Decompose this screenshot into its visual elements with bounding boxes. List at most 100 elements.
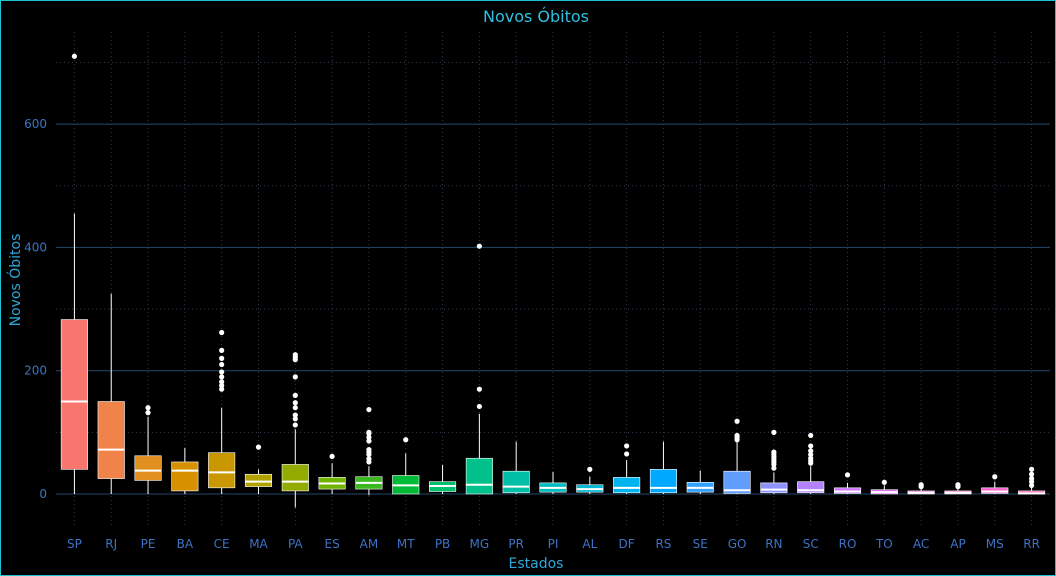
outlier-point [366,429,372,435]
box-iqr [281,464,309,492]
chart-title: Novos Óbitos [483,7,589,26]
x-tick-label: BA [177,537,194,551]
x-tick-label: SP [67,537,82,551]
outlier-point [71,53,78,59]
box-iqr [97,401,125,479]
box-iqr [613,477,641,494]
box-iqr [649,469,677,494]
x-tick-label: AL [582,537,597,551]
outlier-point [145,410,151,416]
x-axis-title: Estados [509,556,564,572]
outlier-point [292,400,298,406]
x-tick-label: MS [986,537,1004,551]
outlier-point [1028,466,1035,472]
outlier-point [881,479,887,485]
outlier-point [219,361,225,368]
outlier-point [219,379,225,385]
outlier-point [219,355,225,361]
box-iqr [60,319,88,470]
y-tick-label: 0 [39,487,47,501]
box-iqr [465,457,493,495]
outlier-point [366,438,372,444]
box-iqr [171,461,199,492]
box-iqr [134,455,162,481]
outlier-point [366,406,372,413]
outlier-point [771,429,777,435]
outlier-point [808,432,814,439]
x-tick-label: RR [1023,537,1040,551]
outlier-point [292,405,298,411]
outlier-point [219,374,225,380]
x-tick-label: DF [619,537,635,551]
outlier-point [403,437,409,443]
outlier-point [219,382,225,389]
outlier-point [219,386,225,392]
outlier-point [366,447,372,453]
outlier-point [219,347,225,353]
y-tick-label: 600 [24,117,47,131]
box-iqr [723,470,751,494]
outlier-point [808,443,814,449]
outlier-point [808,448,814,454]
x-tick-label: PE [141,537,156,551]
outlier-point [844,472,851,478]
outlier-point [329,453,335,459]
box-iqr [760,482,788,494]
x-tick-label: MG [470,537,490,551]
outlier-point [476,403,482,410]
x-tick-label: MA [249,537,268,551]
outlier-point [292,422,298,428]
outlier-point [476,243,482,249]
outlier-point [734,432,740,439]
outlier-point [992,474,998,480]
box-iqr [797,481,825,494]
x-tick-label: RN [765,537,782,551]
outlier-point [624,451,630,457]
grid-lines [56,32,1050,525]
x-tick-label: AP [950,537,965,551]
outlier-point [587,466,593,472]
outlier-point [292,416,298,422]
outlier-point [955,482,961,488]
x-tick-label: GO [728,537,747,551]
outlier-point [808,455,814,461]
outlier-point [292,352,298,358]
x-tick-label: PB [435,537,450,551]
outlier-point [808,451,814,458]
outlier-point [624,443,630,449]
y-tick-label: 400 [24,240,47,254]
box-iqr [208,452,236,489]
outlier-point [771,449,777,455]
x-tick-label: SC [803,537,819,551]
outlier-point [1028,482,1035,488]
outlier-point [292,412,298,418]
outlier-point [476,386,482,392]
x-tick-label: SE [693,537,708,551]
outlier-point [918,482,924,488]
outlier-point [292,374,298,380]
x-tick-label: PA [288,537,303,551]
x-tick-label: RS [655,537,671,551]
x-tick-label: RJ [105,537,117,551]
x-tick-label: AM [360,537,379,551]
outlier-point [219,329,225,336]
outlier-point [292,392,298,398]
x-tick-label: AC [913,537,929,551]
outlier-point [145,405,151,411]
outlier-point [1028,471,1035,477]
y-axis-title: Novos Óbitos [6,234,24,327]
box-iqr [502,470,530,494]
outlier-point [771,465,777,471]
tick-labels: 0 200 400 600 SP RJ PE BA CE MA PA ES AM MT PB MG PR PI AL… [24,117,1040,551]
x-tick-label: PI [548,537,559,551]
outlier-point [219,369,225,375]
x-tick-label: TO [875,537,893,551]
outlier-point [1028,475,1035,482]
outlier-point [734,418,740,424]
boxes-layer [60,53,1046,508]
outlier-point [366,434,372,440]
x-tick-label: RO [839,537,857,551]
box-iqr [244,473,273,487]
x-tick-label: MT [397,537,415,551]
